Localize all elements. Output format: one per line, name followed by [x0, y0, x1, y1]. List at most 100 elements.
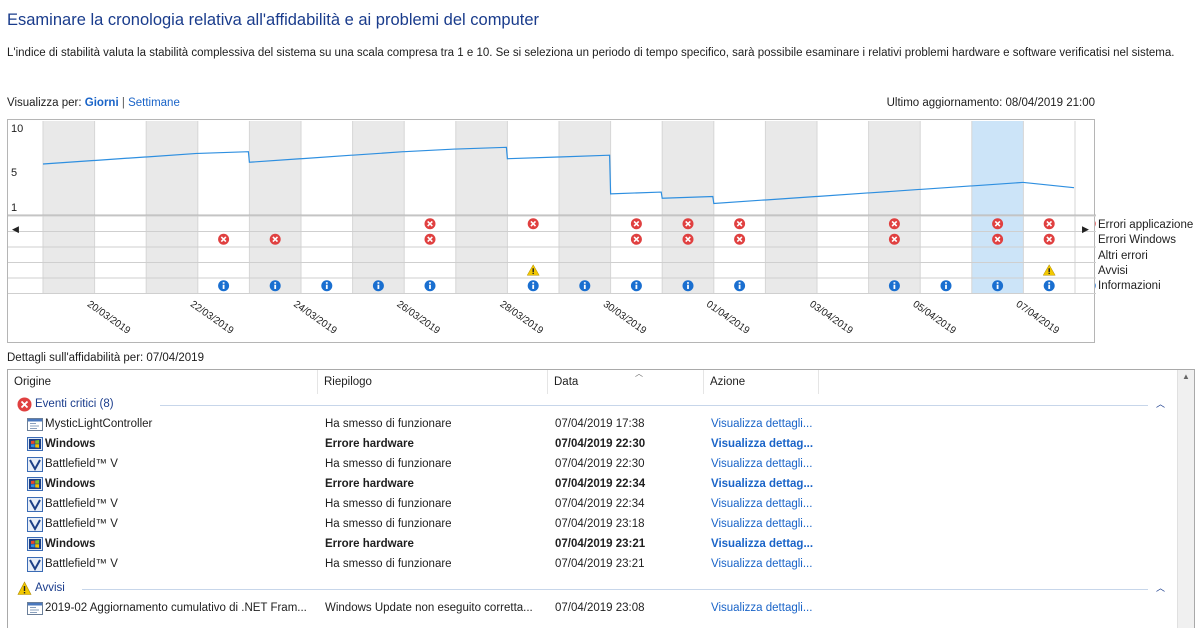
error-icon-cross [1046, 236, 1053, 243]
app-window-icon [27, 418, 43, 431]
info-icon [372, 280, 384, 292]
collapse-chevron-icon[interactable]: ︿ [1155, 583, 1165, 593]
scroll-right-arrow-icon[interactable]: ▶ [1082, 224, 1089, 234]
row-date: 07/04/2019 23:21 [555, 558, 645, 570]
row-icon [27, 497, 43, 512]
table-row[interactable]: 2019-02 Aggiornamento cumulativo di .NET… [8, 599, 1178, 619]
scroll-left-arrow-icon[interactable]: ◀ [12, 224, 19, 234]
chart-column-bg [559, 121, 611, 294]
column-header-date[interactable]: Data ︿ [548, 370, 704, 394]
view-details-link[interactable]: Visualizza dettagli... [711, 418, 813, 430]
row-icon [27, 601, 43, 616]
group-header[interactable]: Avvisi ︿ [8, 579, 1178, 599]
x-date-label: 24/03/2019 [291, 299, 339, 337]
chart-column-bg [662, 121, 714, 294]
battlefield-icon [27, 497, 43, 512]
view-by-label: Visualizza per: [7, 97, 82, 109]
view-details-link[interactable]: Visualizza dettagli... [711, 498, 813, 510]
chart-column-bg [817, 121, 869, 294]
chart-column-bg [920, 121, 972, 294]
warning-icon-mark [1048, 268, 1050, 273]
info-icon [527, 280, 539, 292]
column-header-action[interactable]: Azione [704, 370, 819, 394]
view-by-bar: Visualizza per: Giorni | Settimane [7, 97, 180, 109]
row-label-app-errors: Errori applicazione [1098, 219, 1194, 231]
row-label-warnings: Avvisi [1098, 264, 1128, 277]
error-icon-cross [994, 236, 1001, 243]
group-title: Eventi critici (8) [35, 398, 114, 410]
y-tick-label: 5 [11, 167, 17, 179]
chart-column-bg [146, 121, 198, 294]
error-icon-cross [1046, 220, 1053, 227]
view-weeks-link[interactable]: Settimane [128, 97, 180, 109]
table-row[interactable]: Windows Errore hardware 07/04/2019 22:34 Vi… [8, 475, 1178, 495]
info-icon-stem [325, 284, 328, 289]
info-icon-stem [429, 284, 431, 289]
table-row[interactable]: Windows Errore hardware 07/04/2019 23:21 Vi… [8, 535, 1178, 555]
collapse-chevron-icon[interactable]: ︿ [1155, 399, 1165, 409]
view-details-link[interactable]: Visualizza dettagli... [711, 518, 813, 530]
info-icon [992, 280, 1004, 292]
group-title: Avvisi [35, 582, 65, 594]
warning-icon [17, 581, 32, 595]
info-icon [1043, 280, 1055, 292]
view-days-link[interactable]: Giorni [84, 97, 119, 109]
view-details-link[interactable]: Visualizza dettagli... [711, 602, 813, 614]
info-icon-stem [274, 284, 277, 289]
row-date: 07/04/2019 22:34 [555, 498, 645, 510]
error-icon [218, 233, 230, 245]
table-row[interactable]: Battlefield™ V Ha smesso di funzionare 07/… [8, 515, 1178, 535]
row-summary: Errore hardware [325, 538, 414, 550]
error-icon-cross [891, 236, 898, 243]
group-icon [17, 397, 32, 415]
info-icon-dot [945, 282, 947, 284]
row-source: Battlefield™ V [45, 458, 118, 470]
error-icon-cross [220, 236, 227, 243]
column-header-summary[interactable]: Riepilogo [318, 370, 548, 394]
info-icon-dot [532, 282, 535, 284]
info-icon-dot [687, 282, 689, 284]
info-icon [734, 280, 746, 292]
error-icon [888, 233, 900, 245]
error-icon [992, 218, 1004, 230]
error-icon-cross [633, 220, 640, 227]
info-icon-dot [1048, 282, 1051, 284]
error-icon [992, 233, 1004, 245]
info-icon-dot [429, 282, 431, 284]
x-date-label: 20/03/2019 [85, 299, 133, 337]
chart-column-bg [610, 121, 663, 294]
view-details-link[interactable]: Visualizza dettagli... [711, 558, 813, 570]
view-details-link[interactable]: Visualizza dettag... [711, 478, 814, 490]
info-icon [682, 280, 694, 292]
error-icon [630, 218, 642, 230]
warning-icon-dot [532, 272, 534, 275]
info-icon [888, 280, 900, 292]
row-label-info: Informazioni [1098, 280, 1161, 293]
view-details-link[interactable]: Visualizza dettagli... [711, 458, 813, 470]
vertical-scrollbar[interactable]: ▲ [1177, 370, 1194, 628]
info-icon-stem [738, 284, 741, 289]
info-icon-stem [1048, 284, 1051, 289]
view-details-link[interactable]: Visualizza dettag... [711, 538, 814, 550]
row-summary: Ha smesso di funzionare [325, 458, 452, 470]
info-icon-dot [377, 282, 380, 284]
row-summary: Ha smesso di funzionare [325, 558, 452, 570]
y-tick-label: 10 [11, 123, 23, 135]
row-icon [27, 457, 43, 472]
error-icon-cross [736, 236, 743, 243]
view-details-link[interactable]: Visualizza dettag... [711, 438, 814, 450]
row-summary: Ha smesso di funzionare [325, 498, 452, 510]
row-icon [27, 517, 43, 532]
table-row[interactable]: Battlefield™ V Ha smesso di funzionare 07/… [8, 495, 1178, 515]
info-icon-dot [635, 282, 638, 284]
table-row[interactable]: Battlefield™ V Ha smesso di funzionare 07/… [8, 555, 1178, 575]
column-header-source[interactable]: Origine [8, 370, 318, 394]
group-header[interactable]: Eventi critici (8) ︿ [8, 395, 1178, 415]
table-row[interactable]: MysticLightController Ha smesso di funzio… [8, 415, 1178, 435]
error-icon-cross [427, 236, 433, 243]
chart-column-bg [404, 121, 456, 294]
table-row[interactable]: Battlefield™ V Ha smesso di funzionare 07/… [8, 455, 1178, 475]
table-row[interactable]: Windows Errore hardware 07/04/2019 22:30 Vi… [8, 435, 1178, 455]
reliability-chart[interactable]: 10 5 1 20/03/2019 22/03/2019 24/03/2019 26/03/… [7, 119, 1096, 343]
scroll-up-arrow-icon[interactable]: ▲ [1182, 372, 1190, 381]
